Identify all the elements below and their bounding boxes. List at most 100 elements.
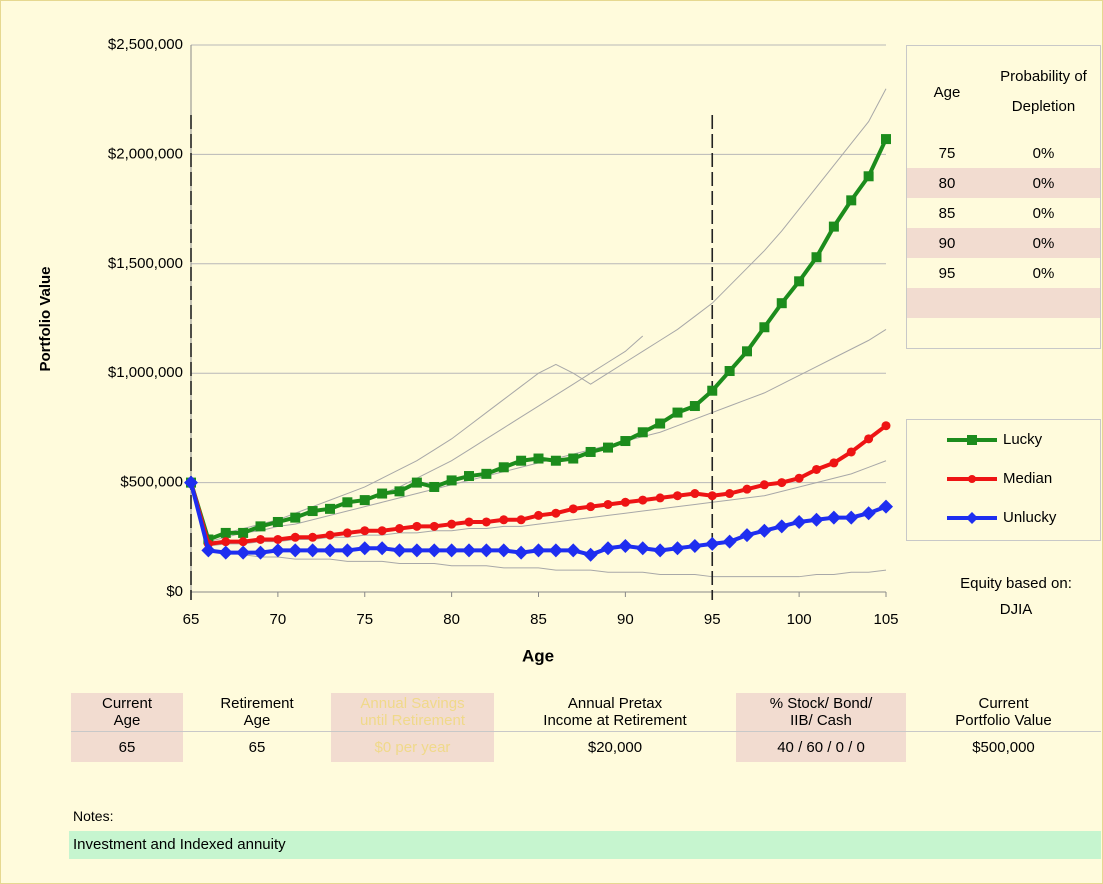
point	[829, 458, 839, 468]
point	[516, 455, 527, 466]
point	[620, 497, 630, 507]
point	[603, 499, 613, 509]
point	[655, 493, 665, 503]
header-line: Income at Retirement	[543, 712, 687, 729]
point	[392, 543, 407, 558]
point	[551, 508, 561, 518]
table-cell	[987, 288, 1100, 318]
point	[429, 481, 440, 492]
point	[846, 447, 856, 457]
point	[809, 512, 824, 527]
point	[360, 526, 370, 536]
table-cell	[907, 288, 987, 318]
table-cell: 90	[907, 228, 987, 258]
point	[774, 519, 789, 534]
legend-label: Median	[1003, 470, 1052, 487]
point	[429, 521, 439, 531]
y-tick-label: $0	[166, 583, 183, 600]
point	[377, 488, 388, 499]
point	[340, 543, 355, 558]
point	[411, 477, 422, 488]
point	[828, 221, 839, 232]
table-cell: 0%	[987, 228, 1100, 258]
table-header: Probability of Depletion	[1000, 68, 1087, 115]
point	[288, 543, 303, 558]
legend-graphic: Lucky Median Unlucky	[947, 431, 1057, 526]
point	[812, 464, 821, 474]
point	[742, 346, 752, 357]
point	[514, 545, 529, 560]
point	[846, 195, 857, 206]
header-line: until Retirement	[359, 712, 466, 729]
value-cell: 40 / 60 / 0 / 0	[736, 731, 906, 762]
value-cell: $0 per year	[331, 731, 494, 762]
simulation-line	[190, 88, 887, 538]
point	[861, 506, 876, 521]
x-tick-label: 85	[530, 611, 547, 628]
point	[238, 527, 249, 538]
point	[290, 532, 300, 542]
point	[359, 495, 370, 506]
equity-note: Equity based on: DJIA	[931, 571, 1101, 623]
point	[722, 534, 737, 549]
point	[687, 539, 702, 554]
point	[412, 521, 422, 531]
chart: Portfolio Value Age $0 $500,000 $1,000,000…	[37, 36, 899, 666]
y-tick-label: $1,500,000	[108, 255, 183, 272]
point	[270, 543, 285, 558]
header-line: Age	[113, 712, 141, 729]
y-tick-label: $2,000,000	[108, 145, 183, 162]
point	[707, 385, 718, 396]
point	[742, 484, 752, 494]
point	[583, 547, 598, 562]
point	[653, 543, 668, 558]
point	[568, 504, 578, 514]
header-cell: Current Portfolio Value	[906, 693, 1101, 732]
point	[201, 543, 216, 558]
point	[323, 543, 337, 558]
legend-marker	[967, 435, 977, 445]
table-cell: 0%	[1032, 204, 1055, 222]
point	[221, 537, 231, 547]
x-tick-label: 80	[443, 611, 460, 628]
point	[635, 541, 650, 556]
y-axis-title: Portfolio Value	[37, 266, 54, 371]
point	[516, 515, 526, 525]
y-tick-label: $500,000	[120, 474, 183, 491]
point	[550, 455, 561, 466]
point	[256, 534, 265, 544]
point	[446, 475, 457, 486]
header-line: Retirement	[220, 695, 294, 712]
simulation-line	[190, 482, 887, 578]
point	[375, 541, 390, 556]
point	[705, 536, 720, 551]
y-tick-label: $1,000,000	[108, 364, 183, 381]
header-line: Age	[243, 712, 271, 729]
legend-marker	[968, 475, 976, 483]
header-line: Annual Pretax	[567, 695, 663, 712]
point	[307, 506, 318, 517]
point	[533, 453, 544, 464]
point	[481, 468, 492, 479]
point	[759, 322, 770, 333]
point	[603, 442, 613, 453]
point	[220, 527, 231, 538]
header-line: Current	[978, 695, 1029, 712]
point	[826, 510, 841, 525]
point	[238, 537, 248, 547]
point	[290, 512, 301, 523]
table-header: Age	[933, 83, 961, 101]
x-tick-label: 100	[787, 611, 812, 628]
table-cell	[987, 318, 1100, 348]
point	[881, 134, 891, 145]
simulation-line	[190, 329, 887, 543]
point	[879, 499, 893, 514]
point	[394, 486, 405, 497]
header-line: % Stock/ Bond/	[769, 695, 873, 712]
point	[637, 427, 648, 438]
point	[272, 516, 283, 527]
header-line: Current	[101, 695, 153, 712]
point	[690, 489, 700, 499]
point	[863, 171, 874, 182]
x-tick-label: 70	[270, 611, 287, 628]
